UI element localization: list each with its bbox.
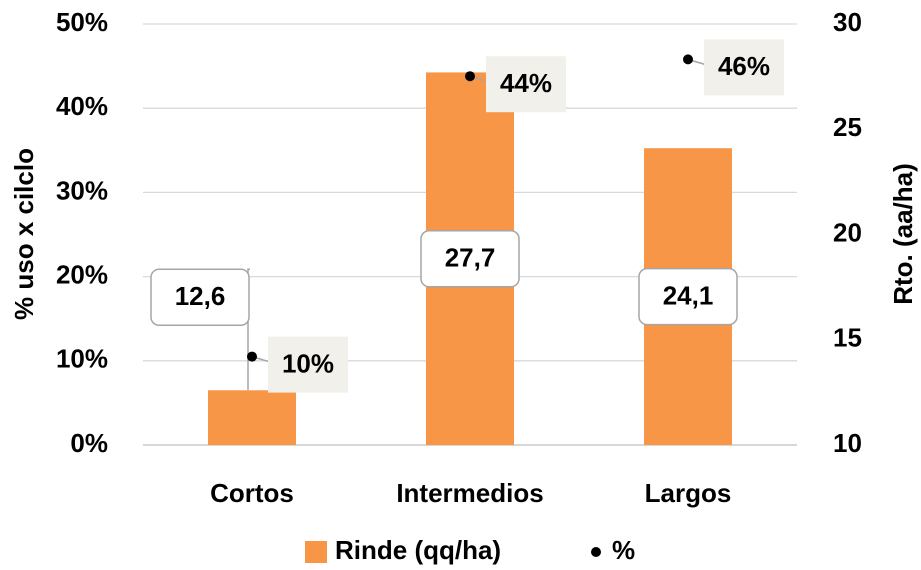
leader-line [247,268,250,391]
y2-tick-label: 25 [833,112,862,142]
x-tick-label: Intermedios [396,478,543,508]
x-tick-label: Cortos [210,478,294,508]
y-axis-title: % uso x cilclo [9,148,39,320]
bar-value-label: 27,7 [445,243,496,273]
y-tick-label: 20% [56,259,108,289]
y2-tick-label: 30 [833,7,862,37]
legend-swatch [305,541,327,563]
y-tick-label: 0% [70,428,108,458]
dot [465,71,475,82]
y-tick-label: 10% [56,344,108,374]
dot [683,54,693,65]
y2-tick-label: 10 [833,428,862,458]
legend-label: % [612,535,635,565]
bar-value-label-box [420,229,520,288]
bar-value-label-box [150,268,250,327]
dot-value-label-box [268,336,348,393]
y-tick-label: 50% [56,7,108,37]
dot-value-label-box [486,56,566,113]
dot-value-label: 46% [718,51,770,81]
bar-value-label: 12,6 [175,281,226,311]
dot [247,351,257,362]
y2-tick-label: 15 [833,323,862,353]
x-tick-label: Largos [645,478,732,508]
bar-value-label-box [638,267,738,326]
dot-value-label-box [704,39,784,96]
dot-value-label: 10% [282,348,334,378]
dot-value-label: 44% [500,68,552,98]
legend-dot [591,547,601,557]
bar-value-label: 24,1 [663,280,714,310]
y2-tick-label: 20 [833,217,862,247]
y-tick-label: 30% [56,175,108,205]
legend-label: Rinde (qq/ha) [335,535,501,565]
bar [208,390,296,445]
y-tick-label: 40% [56,91,108,121]
y2-axis-title: Rto. (aa/ha) [888,163,918,305]
